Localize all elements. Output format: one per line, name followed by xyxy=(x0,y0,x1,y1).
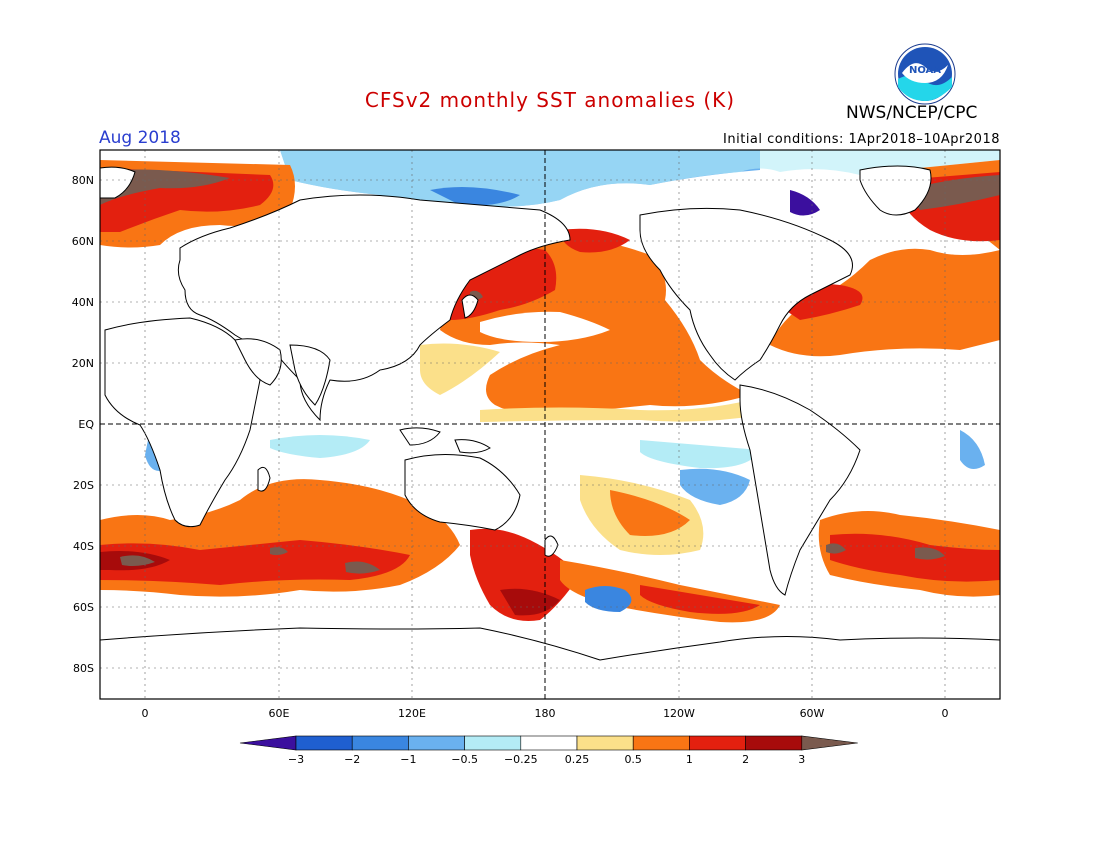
lat-label-60n: 60N xyxy=(72,235,94,248)
madagascar xyxy=(257,466,271,492)
arabia xyxy=(234,338,282,386)
lat-label-60s: 60S xyxy=(73,601,94,614)
organization-label: NWS/NCEP/CPC xyxy=(846,103,978,123)
latitude-labels: 80N 60N 40N 20N EQ 20S 40S 60S 80S xyxy=(72,174,95,675)
logo-text: NOAA xyxy=(909,65,941,76)
southern-indian-red xyxy=(100,540,410,585)
colorbar-segment xyxy=(745,735,803,751)
colorbar-segment xyxy=(520,735,578,751)
lat-label-80s: 80S xyxy=(73,662,94,675)
north-america xyxy=(639,207,853,381)
colorbar-label: 3 xyxy=(798,753,805,766)
lat-label-20n: 20N xyxy=(72,357,94,370)
australia xyxy=(404,453,521,531)
lat-label-40s: 40S xyxy=(73,540,94,553)
colorbar-label: 1 xyxy=(686,753,693,766)
south-atlantic-extreme-2 xyxy=(915,547,945,560)
longitude-labels: 0 60E 120E 180 120W 60W 0 xyxy=(142,707,949,720)
lat-label-80n: 80N xyxy=(72,174,94,187)
south-pacific-cold xyxy=(585,586,632,612)
india xyxy=(289,344,331,406)
south-pacific-red xyxy=(640,585,760,614)
greenland xyxy=(859,165,932,216)
lat-label-eq: EQ xyxy=(78,418,94,431)
arctic-strong-cold xyxy=(430,186,520,206)
lon-label-0-west: 0 xyxy=(142,707,149,720)
japan xyxy=(461,294,479,319)
continents xyxy=(100,165,1000,699)
lon-label-120e: 120E xyxy=(398,707,426,720)
lon-label-60w: 60W xyxy=(800,707,825,720)
indonesia xyxy=(399,427,441,446)
colorbar-label: 0.5 xyxy=(624,753,642,766)
south-atlantic-cold xyxy=(960,430,985,469)
africa xyxy=(104,317,261,528)
eurasia xyxy=(177,194,571,422)
north-atlantic-extreme-east xyxy=(905,175,1000,210)
southern-indian-extreme-2 xyxy=(345,561,380,574)
colorbar-segment xyxy=(632,735,690,751)
colorbar-label: 2 xyxy=(742,753,749,766)
antarctica xyxy=(100,627,1000,699)
colorbar-segment xyxy=(576,735,634,751)
east-pacific-cold xyxy=(680,468,750,505)
colorbar-segment xyxy=(295,735,353,751)
greenland-west-wrap xyxy=(100,166,136,199)
colorbar-segment xyxy=(689,735,746,751)
lon-label-0-east: 0 xyxy=(942,707,949,720)
reference-lines xyxy=(100,150,1000,699)
lat-label-40n: 40N xyxy=(72,296,94,309)
map-canvas xyxy=(100,150,1000,699)
noaa-logo-icon: NOAA xyxy=(894,43,956,105)
colorbar-label: −2 xyxy=(344,753,360,766)
north-pacific-red-east xyxy=(560,228,630,253)
colorbar-label: −0.25 xyxy=(504,753,538,766)
colorbar-label: −1 xyxy=(400,753,416,766)
colorbar-segment xyxy=(351,735,409,751)
graticule xyxy=(100,150,1000,699)
lon-label-60e: 60E xyxy=(269,707,290,720)
south-atlantic-extreme-1 xyxy=(826,543,846,554)
map-frame xyxy=(99,149,1001,700)
lat-label-20s: 20S xyxy=(73,479,94,492)
kara-sea-cold xyxy=(790,190,820,216)
lon-label-180: 180 xyxy=(535,707,556,720)
colorbar-label: 0.25 xyxy=(565,753,590,766)
colorbar-segment xyxy=(408,735,465,751)
south-pacific-subtropical-orange xyxy=(610,490,690,536)
southern-indian-extreme-3 xyxy=(270,547,288,556)
tropical-pacific-yellow xyxy=(420,343,500,395)
colorbar-arrow-right xyxy=(801,735,858,751)
colorbar-arrow-left xyxy=(239,735,297,751)
colorbar-segment xyxy=(464,735,522,751)
map-title: CFSv2 monthly SST anomalies (K) xyxy=(364,88,736,112)
colorbar: −3 −2 −1 −0.5 −0.25 0.25 0.5 1 2 3 xyxy=(239,735,858,766)
forecast-period: Aug 2018 xyxy=(99,128,181,148)
initial-conditions: Initial conditions: 1Apr2018–10Apr2018 xyxy=(723,132,1000,147)
colorbar-label: −0.5 xyxy=(451,753,478,766)
colorbar-label: −3 xyxy=(288,753,304,766)
southern-indian-extreme-1 xyxy=(120,555,155,566)
new-guinea xyxy=(454,439,491,454)
equatorial-yellow xyxy=(480,400,760,422)
east-pacific-cold-light xyxy=(640,440,760,469)
indian-ocean-light-cold xyxy=(270,435,370,458)
lon-label-120w: 120W xyxy=(663,707,695,720)
south-america xyxy=(739,384,861,596)
